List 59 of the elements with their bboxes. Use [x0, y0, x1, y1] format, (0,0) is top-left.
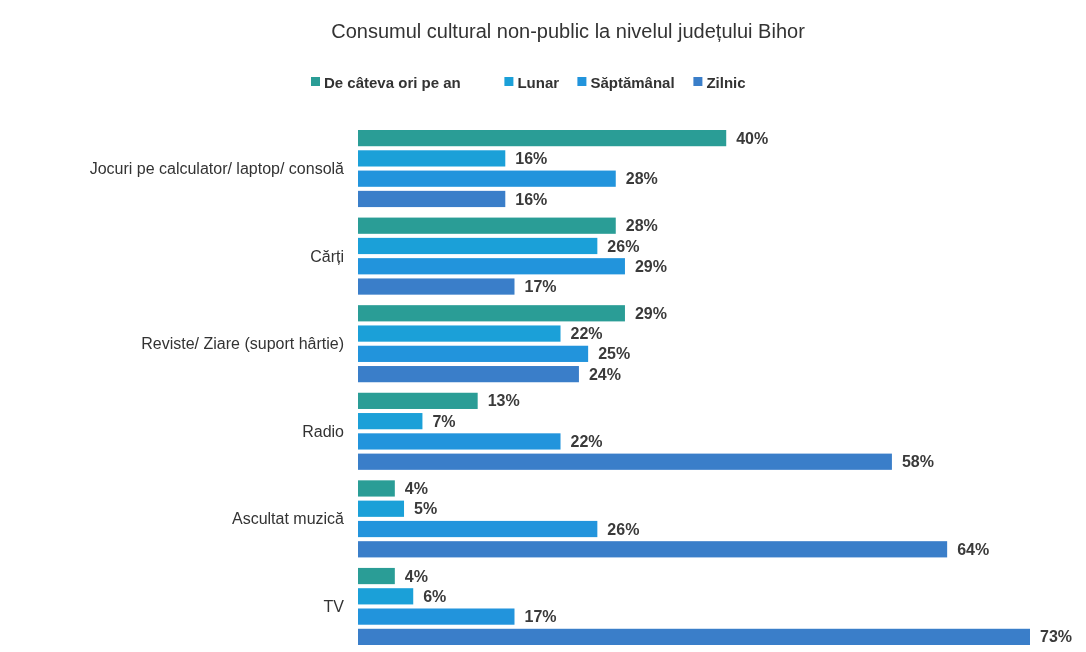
y-tick-label: Jocuri pe calculator/ laptop/ consolă [89, 160, 345, 178]
legend-label: Lunar [517, 74, 560, 92]
bar [358, 453, 892, 470]
y-tick-label: Ascultat muzică [231, 510, 345, 528]
bar [358, 258, 625, 275]
data-label: 73% [1040, 628, 1073, 646]
data-label: 13% [487, 392, 520, 410]
data-label: 58% [901, 453, 934, 471]
y-tick-label: TV [323, 598, 345, 616]
data-label: 7% [432, 412, 456, 430]
bar [358, 190, 506, 208]
data-label: 29% [634, 304, 667, 322]
chart-title: Consumul cultural non-public la nivelul județului Bihor [331, 20, 806, 42]
y-tick-label: Reviste/ Ziare (suport hârtie) [141, 335, 344, 353]
data-label: 40% [736, 129, 769, 147]
bar [358, 170, 616, 187]
legend-label: Săptămânal [590, 74, 675, 92]
data-label: 29% [634, 257, 667, 275]
bar [358, 433, 561, 450]
bar [358, 588, 414, 605]
bar [358, 325, 561, 342]
legend-label: Zilnic [706, 74, 746, 92]
data-label: 64% [957, 540, 990, 558]
data-label: 22% [570, 325, 603, 343]
bar [358, 500, 405, 517]
bar [358, 366, 579, 383]
bar [358, 217, 616, 234]
bar [358, 541, 948, 558]
bar [358, 480, 395, 497]
y-tick-label: Radio [302, 422, 345, 440]
data-label: 16% [515, 150, 548, 167]
data-label: 4% [404, 567, 428, 585]
data-label: 22% [570, 433, 603, 451]
data-label: 26% [607, 520, 640, 538]
bar [358, 305, 625, 322]
data-label: 28% [625, 170, 658, 188]
data-label: 4% [404, 480, 428, 498]
bar [358, 345, 589, 362]
data-label: 16% [515, 190, 548, 208]
data-label: 24% [588, 365, 621, 383]
bar [358, 567, 395, 585]
bar [358, 278, 515, 295]
y-tick-label: Cărți [310, 247, 344, 265]
data-label: 17% [524, 278, 557, 296]
data-label: 17% [524, 608, 557, 626]
bar [358, 520, 598, 538]
data-label: 5% [414, 500, 438, 518]
bar [358, 150, 506, 167]
bar [358, 237, 598, 255]
bar [358, 413, 423, 430]
data-label: 25% [598, 345, 631, 363]
bar [358, 392, 478, 409]
bar [358, 130, 727, 147]
bar [358, 608, 515, 625]
data-label: 28% [625, 217, 658, 235]
legend-label: De câteva ori pe an [324, 74, 461, 92]
bar [358, 628, 1030, 645]
data-label: 6% [423, 587, 447, 605]
data-label: 26% [607, 237, 640, 255]
